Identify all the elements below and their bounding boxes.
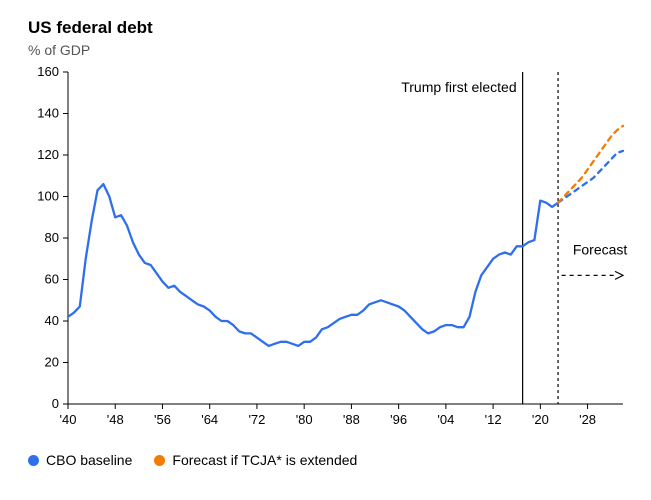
svg-text:Trump first elected: Trump first elected <box>401 79 516 95</box>
svg-text:Forecast: Forecast <box>573 242 628 258</box>
svg-text:'96: '96 <box>390 412 407 427</box>
legend-label-cbo: CBO baseline <box>46 452 132 468</box>
svg-text:'28: '28 <box>579 412 596 427</box>
svg-text:160: 160 <box>37 64 59 79</box>
svg-text:0: 0 <box>52 396 59 411</box>
line-chart-svg: 0 20 40 60 80 100 120 140 160 '40 '48 '56 '64 '72 '80 '… <box>28 64 628 444</box>
svg-text:'80: '80 <box>296 412 313 427</box>
svg-text:80: 80 <box>45 230 59 245</box>
chart-plot-area: 0 20 40 60 80 100 120 140 160 '40 '48 '56 '64 '72 '80 '… <box>28 64 629 444</box>
svg-text:40: 40 <box>45 313 59 328</box>
svg-text:60: 60 <box>45 272 59 287</box>
legend-swatch-cbo <box>28 455 39 466</box>
svg-text:'12: '12 <box>485 412 502 427</box>
svg-text:'20: '20 <box>532 412 549 427</box>
svg-text:'48: '48 <box>107 412 124 427</box>
svg-text:20: 20 <box>45 355 59 370</box>
legend-item-cbo: CBO baseline <box>28 452 132 468</box>
svg-text:'04: '04 <box>437 412 454 427</box>
svg-text:'40: '40 <box>60 412 77 427</box>
svg-text:'72: '72 <box>248 412 265 427</box>
legend-label-tcja: Forecast if TCJA* is extended <box>172 452 357 468</box>
svg-text:'56: '56 <box>154 412 171 427</box>
svg-text:140: 140 <box>37 106 59 121</box>
svg-text:'88: '88 <box>343 412 360 427</box>
chart-subtitle: % of GDP <box>28 42 629 58</box>
chart-container: US federal debt % of GDP 0 20 40 60 80 100 120… <box>0 0 651 500</box>
chart-title: US federal debt <box>28 18 629 38</box>
chart-legend: CBO baseline Forecast if TCJA* is extend… <box>28 452 629 468</box>
legend-item-tcja: Forecast if TCJA* is extended <box>154 452 357 468</box>
svg-text:'64: '64 <box>201 412 218 427</box>
svg-text:120: 120 <box>37 147 59 162</box>
legend-swatch-tcja <box>154 455 165 466</box>
svg-text:100: 100 <box>37 189 59 204</box>
